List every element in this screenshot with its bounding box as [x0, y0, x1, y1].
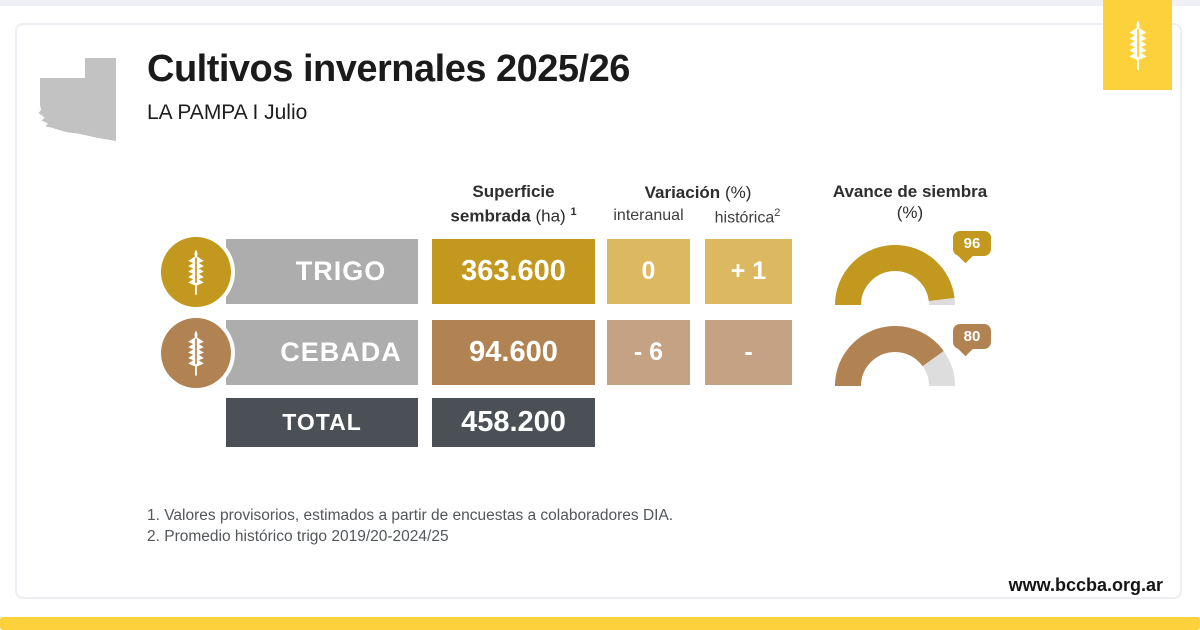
historica-label: histórica — [714, 209, 775, 227]
page-subtitle: LA PAMPA I Julio — [147, 101, 308, 124]
total-label-bar: TOTAL — [226, 398, 418, 447]
column-header-avance: Avance de siembra (%) — [820, 181, 1000, 223]
avance-gauge-cebada — [835, 326, 955, 387]
page-title: Cultivos invernales 2025/26 — [147, 48, 630, 90]
superficie-value: 363.600 — [432, 239, 595, 304]
variacion-interanual-value: 0 — [607, 239, 690, 304]
crop-name-bar: CEBADA — [226, 320, 418, 385]
variacion-historica-value: + 1 — [705, 239, 792, 304]
footnote-2: 2. Promedio histórico trigo 2019/20-2024… — [147, 528, 449, 545]
column-subheader-historica: histórica2 — [703, 207, 792, 227]
variacion-interanual-value: - 6 — [607, 320, 690, 385]
superficie-unit: (ha) — [535, 206, 566, 226]
column-header-variacion: Variación (%) — [603, 182, 793, 203]
trigo-crop-circle — [161, 237, 231, 307]
avance-badge: 96 — [953, 231, 991, 256]
avance-label-line1: Avance de siembra — [832, 182, 988, 201]
content-card — [15, 23, 1182, 599]
gauge-fill — [835, 326, 955, 387]
brand-logo-box — [1103, 0, 1172, 90]
avance-unit: (%) — [896, 203, 924, 222]
footnote-1: 1. Valores provisorios, estimados a part… — [147, 507, 674, 524]
website-url: www.bccba.org.ar — [1008, 575, 1163, 595]
bottom-accent-bar — [0, 617, 1200, 630]
top-accent-strip — [0, 0, 1200, 6]
la-pampa-map-silhouette — [38, 58, 116, 141]
variacion-label: Variación — [644, 183, 721, 202]
avance-gauge-trigo — [835, 245, 955, 306]
wheat-icon — [183, 330, 209, 376]
wheat-logo-icon — [1123, 20, 1153, 70]
column-header-superficie: Superficie sembrada (ha) 1 — [425, 181, 602, 227]
variacion-historica-value: - — [705, 320, 792, 385]
footnotes: 1. Valores provisorios, estimados a part… — [147, 505, 673, 547]
historica-footnote-mark: 2 — [774, 207, 781, 219]
column-subheader-interanual: interanual — [613, 207, 684, 224]
superficie-footnote-mark: 1 — [570, 206, 577, 218]
superficie-label-line1: Superficie — [472, 182, 555, 201]
avance-badge: 80 — [953, 324, 991, 349]
variacion-unit: (%) — [724, 183, 752, 202]
wheat-icon — [183, 249, 209, 295]
crop-name-bar: TRIGO — [226, 239, 418, 304]
total-value-box: 458.200 — [432, 398, 595, 447]
superficie-value: 94.600 — [432, 320, 595, 385]
superficie-label-line2: sembrada — [450, 206, 531, 226]
cebada-crop-circle — [161, 318, 231, 388]
gauge-fill — [835, 245, 955, 306]
